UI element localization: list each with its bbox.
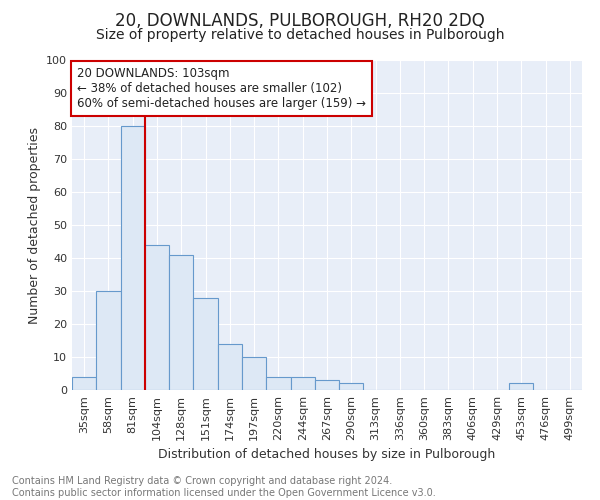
X-axis label: Distribution of detached houses by size in Pulborough: Distribution of detached houses by size …: [158, 448, 496, 462]
Bar: [145, 245, 169, 390]
Bar: [242, 357, 266, 390]
Bar: [193, 298, 218, 390]
Bar: [72, 377, 96, 390]
Y-axis label: Number of detached properties: Number of detached properties: [28, 126, 41, 324]
Text: 20 DOWNLANDS: 103sqm
← 38% of detached houses are smaller (102)
60% of semi-deta: 20 DOWNLANDS: 103sqm ← 38% of detached h…: [77, 66, 366, 110]
Bar: [339, 384, 364, 390]
Bar: [218, 344, 242, 390]
Bar: [121, 126, 145, 390]
Bar: [509, 384, 533, 390]
Text: 20, DOWNLANDS, PULBOROUGH, RH20 2DQ: 20, DOWNLANDS, PULBOROUGH, RH20 2DQ: [115, 12, 485, 30]
Bar: [169, 254, 193, 390]
Bar: [266, 377, 290, 390]
Bar: [96, 291, 121, 390]
Text: Size of property relative to detached houses in Pulborough: Size of property relative to detached ho…: [96, 28, 504, 42]
Text: Contains HM Land Registry data © Crown copyright and database right 2024.
Contai: Contains HM Land Registry data © Crown c…: [12, 476, 436, 498]
Bar: [290, 377, 315, 390]
Bar: [315, 380, 339, 390]
